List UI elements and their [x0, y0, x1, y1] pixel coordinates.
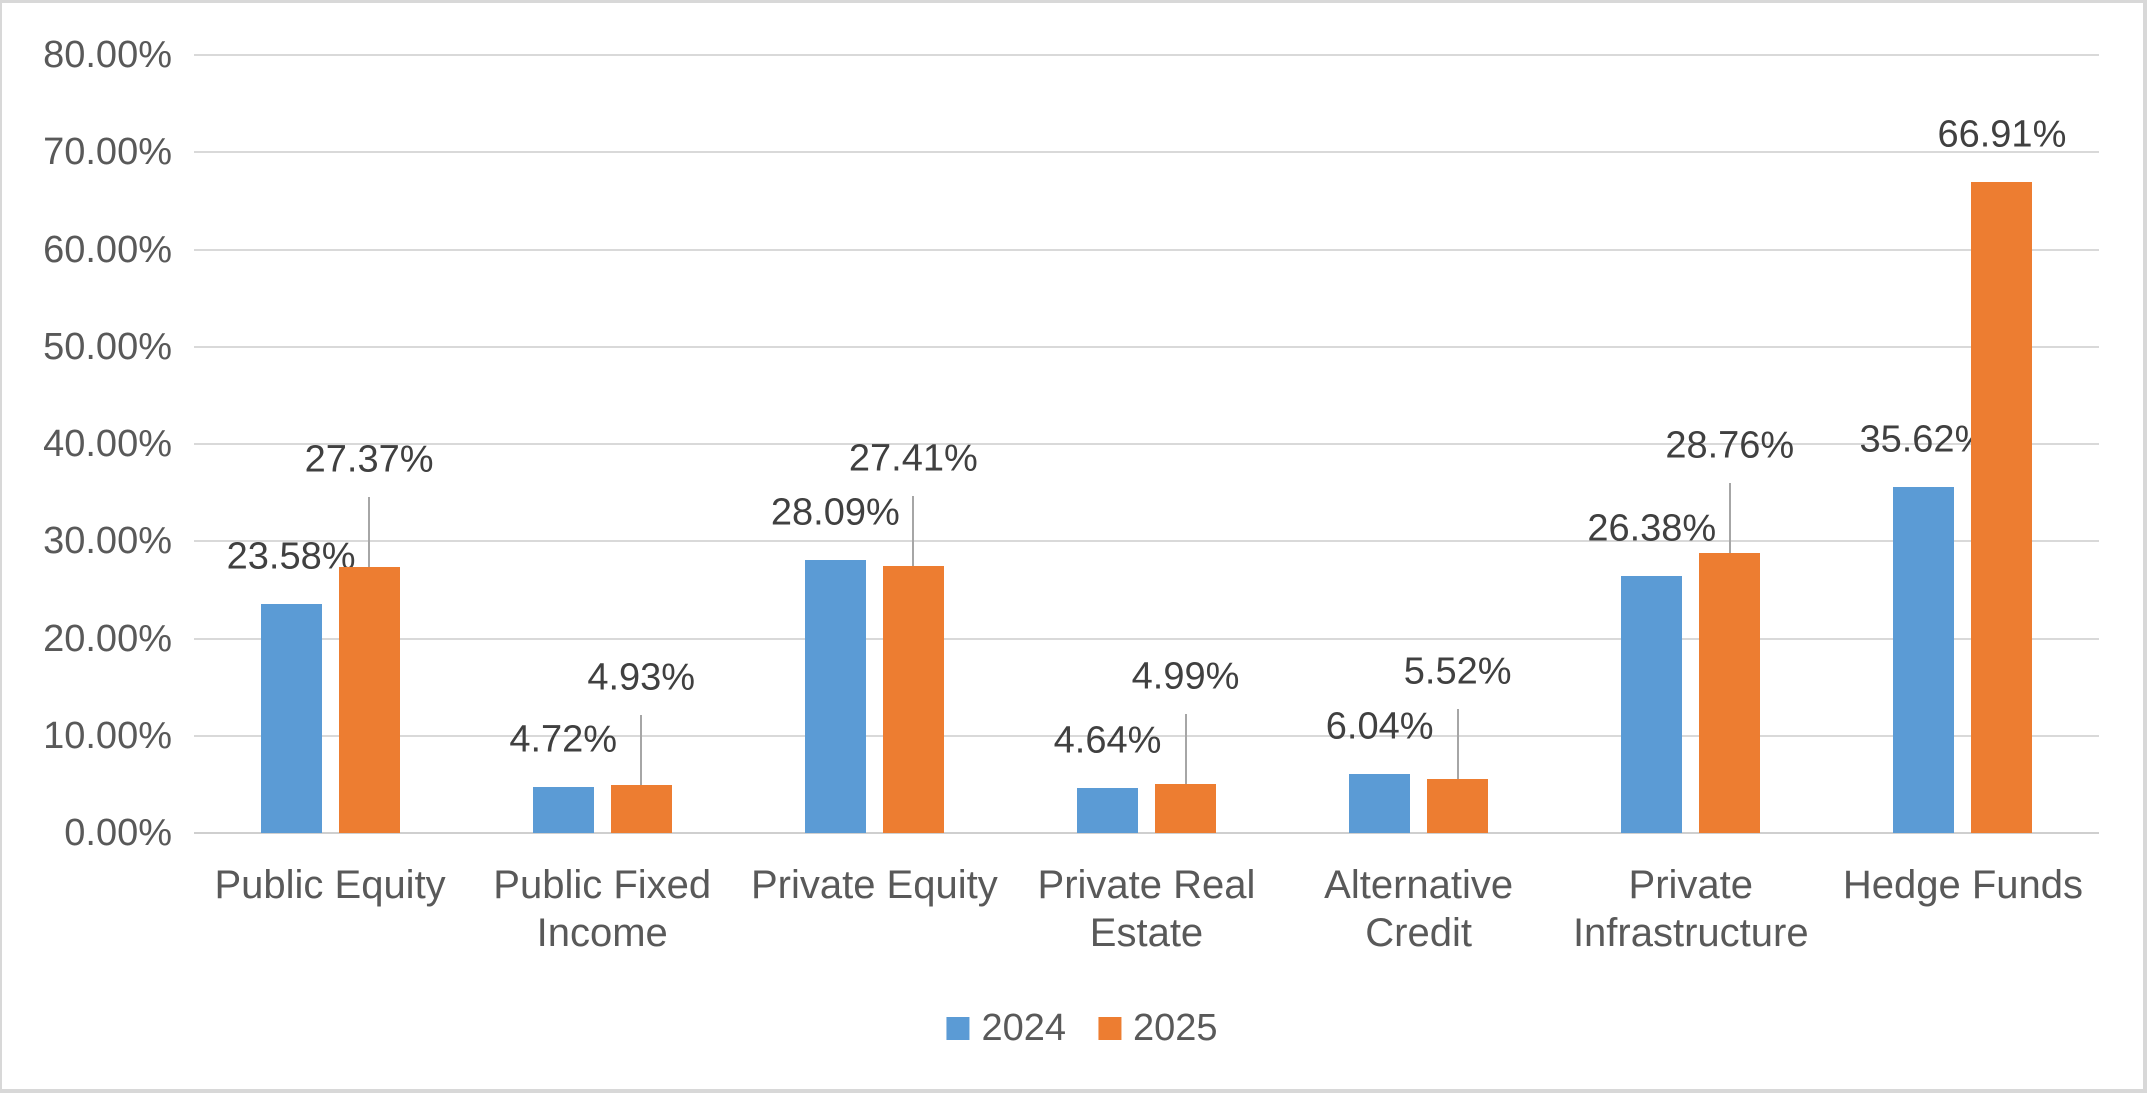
category-label: Hedge Funds — [1827, 861, 2099, 909]
category-label: Public Fixed Income — [466, 861, 738, 957]
gridline — [194, 151, 2099, 154]
bar-2024 — [532, 787, 594, 833]
y-axis-tick-label: 0.00% — [64, 812, 172, 854]
y-axis-tick-label: 70.00% — [43, 131, 172, 174]
data-label-2025: 28.76% — [1665, 424, 1795, 467]
label-leader-line — [1456, 709, 1459, 780]
gridline — [194, 54, 2099, 56]
bar-2025 — [882, 566, 944, 833]
data-label-2024: 35.62% — [1859, 418, 1989, 461]
bar-2025 — [610, 785, 672, 833]
data-label-2024: 26.38% — [1587, 507, 1717, 550]
category-label-line: Private Real — [1037, 863, 1256, 907]
y-axis-tick-label: 40.00% — [43, 423, 172, 465]
data-label-2024: 6.04% — [1325, 705, 1434, 748]
bar-2024 — [260, 603, 322, 833]
category-label: Alternative Credit — [1283, 861, 1555, 957]
legend-swatch-2024 — [946, 1016, 970, 1040]
data-label-2025: 27.41% — [848, 437, 978, 480]
gridline — [194, 443, 2099, 445]
bar-2024 — [1621, 576, 1683, 833]
category-label-line: Income — [536, 911, 668, 955]
category-label: Private Infrastructure — [1555, 861, 1827, 957]
data-label-2025: 5.52% — [1403, 650, 1512, 693]
y-axis-tick-label: 10.00% — [43, 714, 172, 757]
bar-2025 — [338, 566, 400, 833]
y-axis-tick-label: 60.00% — [43, 228, 172, 271]
category-label-line: Infrastructure — [1572, 911, 1809, 955]
bar-2025 — [1155, 784, 1216, 833]
legend-swatch-2025 — [1098, 1016, 1121, 1040]
category-label-line: Public Fixed — [493, 863, 712, 907]
category-label-line: Public Equity — [214, 863, 446, 907]
legend-label: 2025 — [1133, 1007, 1218, 1049]
category-label-line: Private Equity — [750, 863, 998, 907]
x-axis-line — [194, 832, 2099, 834]
category-label: Public Equity — [194, 861, 466, 909]
category-label-line: Private — [1628, 863, 1754, 907]
bar-2024 — [804, 559, 866, 833]
gridline — [194, 248, 2099, 251]
bar-2024 — [1893, 486, 1955, 833]
legend-item-2024: 2024 — [946, 1006, 1066, 1050]
label-leader-line — [1184, 714, 1187, 785]
category-label-line: Alternative — [1324, 863, 1514, 907]
bar-2025 — [1971, 182, 2033, 833]
data-label-2025: 66.91% — [1937, 113, 2067, 156]
y-axis-tick-label: 20.00% — [43, 617, 172, 660]
gridline — [194, 637, 2099, 640]
gridline — [194, 345, 2099, 348]
category-label-line: Hedge Funds — [1842, 863, 2083, 907]
y-axis-tick-label: 80.00% — [43, 34, 172, 76]
data-label-2025: 27.37% — [304, 438, 434, 481]
data-label-2025: 4.93% — [587, 656, 696, 699]
gridline — [194, 540, 2099, 543]
legend-label: 2024 — [981, 1007, 1066, 1049]
bar-2025 — [1427, 779, 1489, 833]
legend-item-2025: 2025 — [1098, 1006, 1218, 1050]
label-leader-line — [368, 496, 371, 567]
gridline — [194, 734, 2099, 737]
bar-2024 — [1077, 787, 1138, 833]
category-label: Private Real Estate — [1010, 861, 1282, 957]
y-axis-tick-label: 30.00% — [43, 520, 172, 563]
data-label-2025: 4.99% — [1131, 655, 1240, 698]
legend: 2024 2025 — [946, 1006, 1218, 1050]
data-label-2024: 23.58% — [226, 535, 356, 578]
label-leader-line — [640, 715, 643, 786]
data-label-2024: 4.64% — [1053, 719, 1162, 762]
bar-2025 — [1699, 553, 1761, 833]
data-label-2024: 4.72% — [509, 718, 618, 761]
category-label-line: Credit — [1365, 911, 1472, 955]
label-leader-line — [1728, 483, 1731, 554]
data-label-2024: 28.09% — [770, 491, 900, 534]
y-axis-tick-label: 50.00% — [43, 325, 172, 368]
label-leader-line — [912, 496, 915, 567]
category-label: Private Equity — [738, 861, 1010, 909]
bar-2024 — [1349, 774, 1411, 833]
category-label-line: Estate — [1089, 911, 1204, 955]
